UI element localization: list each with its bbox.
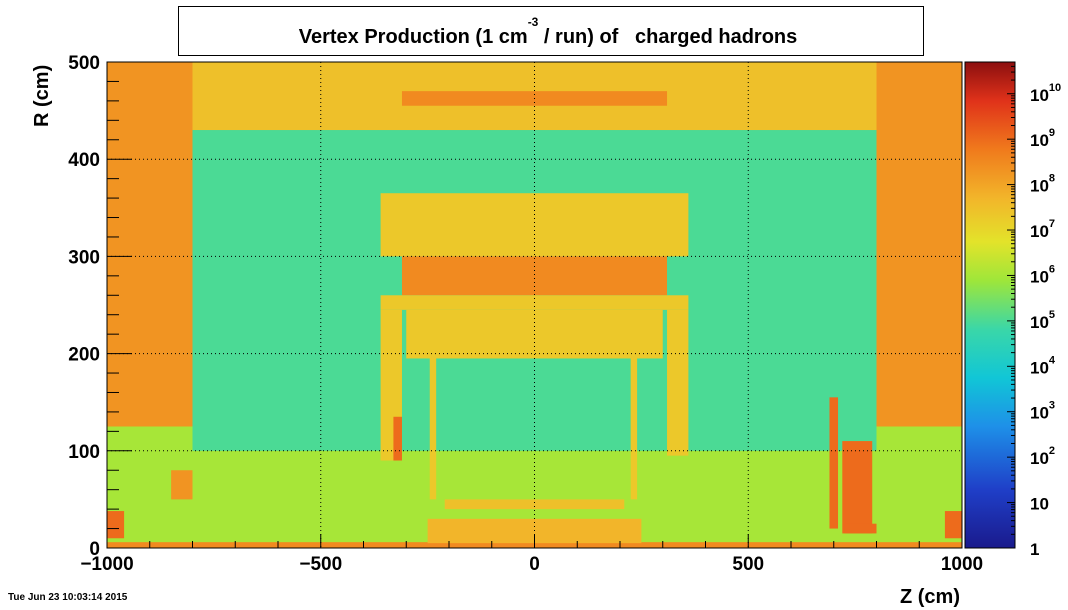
heatmap-region-23 (844, 523, 877, 534)
x-tick-label: −500 (299, 554, 342, 575)
colorbar-label: 1 (1030, 540, 1039, 559)
colorbar-label: 107 (1030, 218, 1055, 241)
heatmap-region-18 (171, 470, 193, 500)
y-axis: 0 100 200 300 400 500 (68, 53, 132, 560)
heatmap-region-14 (393, 416, 402, 461)
colorbar-label: 104 (1030, 354, 1056, 377)
heatmap-region-20 (944, 511, 962, 539)
timestamp: Tue Jun 23 10:03:14 2015 (8, 592, 128, 603)
grid-lines (107, 62, 962, 548)
heatmap-region-3 (107, 62, 193, 427)
y-tick-label: 400 (68, 150, 100, 171)
colorbar-label: 102 (1030, 445, 1055, 468)
colorbar-label: 105 (1030, 309, 1055, 332)
x-tick-label: 0 (529, 554, 540, 575)
x-axis: −1000 −500 0 500 1000 (80, 534, 983, 575)
heatmap-region-13 (667, 309, 689, 456)
chart-title-box (178, 6, 924, 56)
y-tick-label: 300 (68, 247, 100, 268)
colorbar-label: 1010 (1030, 82, 1061, 105)
colorbar (964, 61, 1016, 549)
colorbar-label: 108 (1030, 173, 1055, 196)
colorbar-axis: 1 10 102 103 104 105 106 107 108 109 1010 (1007, 61, 1061, 559)
colorbar-label: 10 (1030, 495, 1049, 514)
heatmap-region-15 (429, 353, 437, 500)
heatmap-region-17 (444, 499, 625, 510)
heatmap-region-21 (829, 397, 839, 529)
heatmap-region-4 (876, 62, 962, 427)
y-axis-label: R (cm) (31, 65, 53, 127)
colorbar-label: 106 (1030, 263, 1055, 286)
x-tick-label: −1000 (80, 554, 133, 575)
x-tick-label: 500 (732, 554, 764, 575)
x-tick-label: 1000 (941, 554, 983, 575)
heatmap-region-16 (630, 353, 638, 500)
heatmap-region-19 (107, 511, 125, 539)
colorbar-label: 109 (1030, 127, 1055, 150)
y-tick-label: 0 (89, 539, 100, 560)
heatmap-region-8 (380, 193, 689, 257)
colorbar-label: 103 (1030, 400, 1055, 423)
y-tick-label: 500 (68, 53, 100, 74)
heatmap-region-22 (842, 441, 873, 534)
chart-title: Vertex Production (1 cm-3 / run) of char… (299, 15, 798, 48)
x-axis-label: Z (cm) (900, 586, 960, 608)
y-tick-label: 100 (68, 442, 100, 463)
y-tick-label: 200 (68, 345, 100, 366)
